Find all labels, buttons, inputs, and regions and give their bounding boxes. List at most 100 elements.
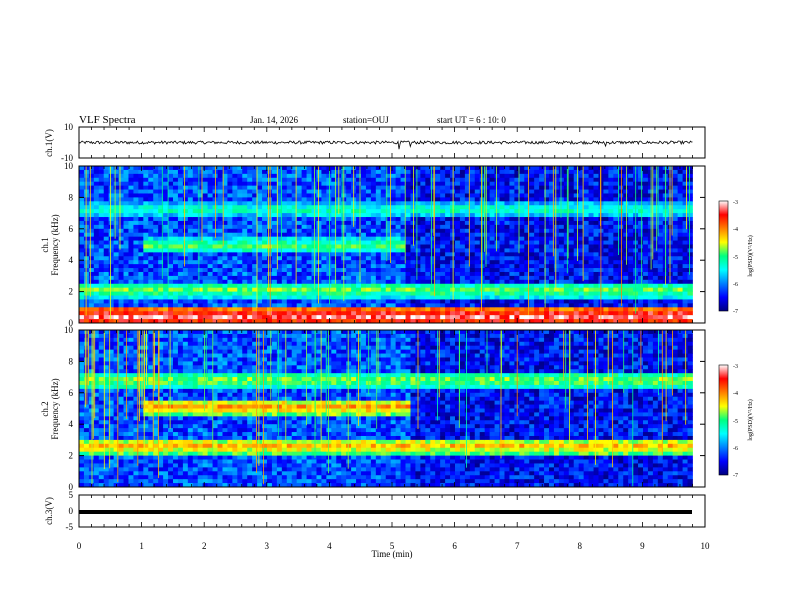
ch1-spectrogram-cell bbox=[232, 287, 238, 293]
ch1-spectrogram-cell bbox=[118, 228, 124, 234]
ch1-spectrogram-cell bbox=[113, 275, 119, 281]
ch1-spectrogram-cell bbox=[440, 244, 446, 249]
ch1-spectrogram-cell bbox=[276, 201, 283, 206]
ch1-spectrogram-cell bbox=[173, 228, 179, 234]
ch1-spectrogram-cell bbox=[108, 169, 115, 175]
ch1-spectrogram-cell bbox=[440, 299, 446, 304]
ch1-spectrogram-cell bbox=[118, 217, 124, 222]
ch1-spectrogram-cell bbox=[484, 181, 491, 187]
ch1-spectrogram-cell bbox=[667, 315, 674, 320]
ch1-spectrogram-cell bbox=[331, 232, 337, 238]
ch1-spectrogram-cell bbox=[573, 295, 580, 300]
ch1-spectrogram-cell bbox=[158, 291, 164, 296]
ch1-spectrogram-cell bbox=[237, 303, 243, 308]
ch1-spectrogram-cell bbox=[524, 181, 530, 187]
ch1-spectrogram-cell bbox=[143, 260, 149, 265]
ch1-spectrogram-cell bbox=[682, 193, 688, 198]
ch1-spectrogram-cell bbox=[435, 307, 441, 312]
ch1-spectrogram-cell bbox=[286, 299, 293, 304]
ch1-spectrogram-cell bbox=[296, 291, 303, 296]
ch1-spectrogram-cell bbox=[311, 303, 317, 308]
ch1-spectrogram-cell bbox=[301, 209, 307, 214]
ch1-spectrogram-cell bbox=[504, 315, 510, 320]
ch1-spectrogram-cell bbox=[365, 279, 372, 285]
ch1-spectrogram-cell bbox=[583, 256, 589, 261]
ch1-spectrogram-cell bbox=[553, 307, 560, 312]
ch1-spectrogram-cell bbox=[489, 299, 495, 304]
ch1-spectrogram-cell bbox=[281, 181, 288, 187]
ch1-spectrogram-cell bbox=[613, 287, 619, 293]
ch1-spectrogram-cell bbox=[484, 197, 491, 202]
ch1-spectrogram-cell bbox=[410, 264, 416, 269]
ch1-spectrogram-cell bbox=[603, 217, 609, 222]
ch1-spectrogram-cell bbox=[361, 252, 367, 257]
ch1-spectrogram-cell bbox=[276, 311, 283, 316]
ch1-spectrogram-cell bbox=[549, 193, 555, 198]
ch1-spectrogram-cell bbox=[197, 166, 204, 171]
ch1-spectrogram-cell bbox=[474, 299, 481, 304]
ch1-spectrogram-cell bbox=[267, 264, 273, 269]
ch1-spectrogram-cell bbox=[98, 228, 105, 234]
ch1-spectrogram-cell bbox=[306, 189, 312, 194]
ch1-spectrogram-cell bbox=[237, 232, 243, 238]
ch1-spectrogram-cell bbox=[643, 205, 649, 210]
ch1-spectrogram-cell bbox=[267, 169, 273, 175]
ch1-spectrogram-cell bbox=[573, 240, 580, 245]
ch1-spectrogram-cell bbox=[281, 275, 288, 281]
ch1-spectrogram-cell bbox=[380, 169, 387, 175]
ch1-spectrogram-cell bbox=[400, 201, 406, 206]
ch1-spectrogram-cell bbox=[163, 303, 169, 308]
ch1-spectrogram-cell bbox=[593, 315, 599, 320]
ch1-spectrogram-cell bbox=[375, 209, 382, 214]
ch1-spectrogram-cell bbox=[173, 319, 179, 324]
ch1-spectrogram-cell bbox=[553, 193, 560, 198]
ch1-spectrogram-cell bbox=[618, 173, 624, 179]
ch1-spectrogram-cell bbox=[544, 244, 550, 249]
ch1-spectrogram-cell bbox=[291, 252, 298, 257]
ch1-spectrogram-cell bbox=[331, 209, 337, 214]
ch1-spectrogram-cell bbox=[232, 209, 238, 214]
ch1-spectrogram-cell bbox=[271, 283, 278, 289]
ch1-spectrogram-cell bbox=[177, 279, 184, 285]
ch1-spectrogram-cell bbox=[79, 295, 85, 300]
ch1-spectrogram-cell bbox=[242, 260, 248, 265]
ch1-spectrogram-cell bbox=[227, 260, 233, 265]
ch1-spectrogram-cell bbox=[445, 248, 451, 253]
ch1-spectrogram-cell bbox=[573, 299, 580, 304]
ch1-spectrogram-cell bbox=[113, 181, 119, 187]
ch1-spectrogram-cell bbox=[524, 275, 530, 281]
ch1-spectrogram-cell bbox=[435, 275, 441, 281]
ch1-spectrogram-cell bbox=[687, 279, 693, 285]
ch1-spectrogram-cell bbox=[385, 205, 392, 210]
ch1-spectrogram-cell bbox=[356, 166, 362, 171]
ch1-spectrogram-cell bbox=[286, 315, 293, 320]
ch1-spectrogram-cell bbox=[420, 283, 426, 289]
ch1-spectrogram-cell bbox=[623, 205, 629, 210]
ch1-spectrogram-cell bbox=[93, 311, 100, 316]
ch1-spectrogram-cell bbox=[168, 264, 174, 269]
ch1-spectrogram-cell bbox=[435, 299, 441, 304]
ch1-spectrogram-cell bbox=[128, 275, 134, 281]
ch1-spectrogram-cell bbox=[257, 271, 263, 277]
ch1-spectrogram-cell bbox=[494, 268, 500, 273]
ch1-spectrogram-cell bbox=[93, 275, 100, 281]
ch1-spectrogram-cell bbox=[603, 264, 609, 269]
ch1-spectrogram-cell bbox=[252, 295, 258, 300]
ch1-spectrogram-cell bbox=[390, 185, 397, 190]
ch1-spectrogram-cell bbox=[553, 248, 560, 253]
ch1-spectrogram-cell bbox=[519, 205, 525, 210]
ch1-spectrogram-cell bbox=[306, 256, 312, 261]
ch1-spectrogram-cell bbox=[672, 260, 679, 265]
ch1-spectrogram-cell bbox=[578, 228, 585, 234]
ch1-spectrogram-cell bbox=[232, 295, 238, 300]
ch1-spectrogram-cell bbox=[608, 217, 614, 222]
ch1-spectrogram-cell bbox=[405, 299, 411, 304]
ch1-spectrogram-cell bbox=[390, 205, 397, 210]
ch1-spectrogram-cell bbox=[469, 303, 476, 308]
ch1-spectrogram-cell bbox=[588, 193, 594, 198]
ch1-spectrogram-cell bbox=[192, 291, 199, 296]
ch1-spectrogram-cell bbox=[380, 236, 387, 241]
ch1-spectrogram-cell bbox=[583, 260, 589, 265]
ch1-spectrogram-cell bbox=[128, 252, 134, 257]
ch1-spectrogram-cell bbox=[227, 252, 233, 257]
